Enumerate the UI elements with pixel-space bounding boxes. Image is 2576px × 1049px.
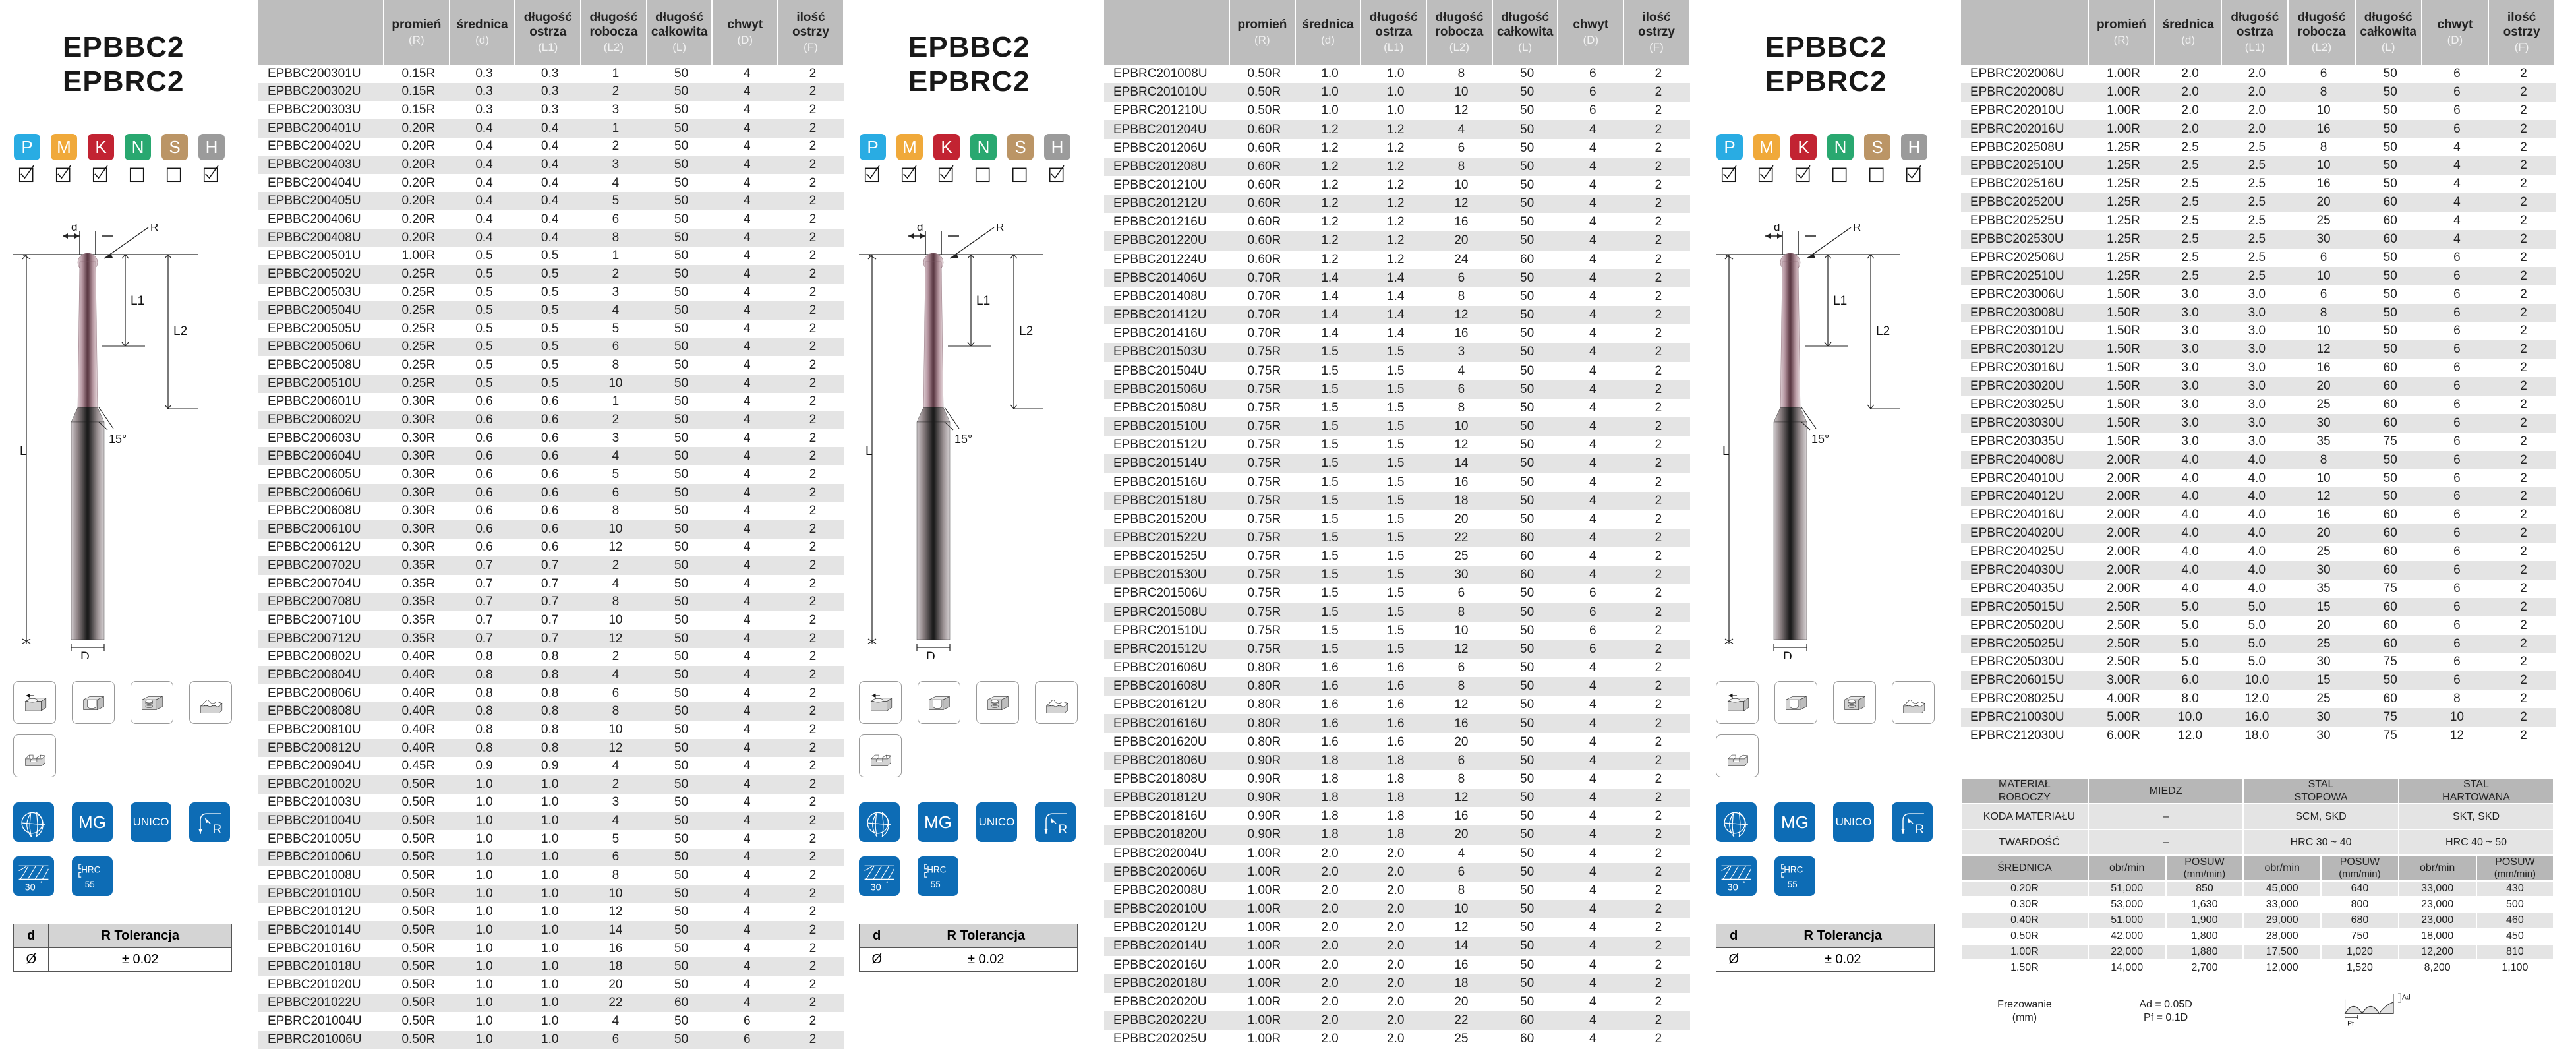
svg-text:HRC: HRC	[927, 864, 946, 874]
svg-text:Ad: Ad	[2402, 994, 2411, 1002]
svg-text:L: L	[865, 444, 873, 458]
svg-text:30: 30	[871, 882, 881, 893]
svg-text:d: d	[917, 224, 923, 233]
svg-text:°: °	[40, 880, 42, 886]
svg-text:55: 55	[85, 880, 95, 889]
svg-text:D: D	[926, 650, 935, 659]
svg-text:R: R	[1915, 823, 1924, 837]
svg-text:R: R	[996, 224, 1004, 233]
svg-text:L2: L2	[173, 324, 187, 338]
svg-text:55: 55	[931, 880, 941, 889]
svg-text:d: d	[1774, 224, 1780, 233]
svg-text:R: R	[150, 224, 158, 233]
svg-text:L2: L2	[1019, 324, 1033, 338]
svg-text:HRC: HRC	[1784, 864, 1803, 874]
svg-text:15°: 15°	[1811, 433, 1829, 446]
svg-text:HRC: HRC	[81, 864, 100, 874]
svg-text:d: d	[71, 224, 77, 233]
svg-text:30: 30	[1728, 882, 1738, 893]
svg-text:R: R	[1853, 224, 1861, 233]
svg-text:R: R	[1058, 823, 1067, 837]
svg-text:55: 55	[1788, 880, 1798, 889]
svg-text:°: °	[1743, 880, 1745, 886]
svg-text:°: °	[886, 880, 888, 886]
svg-text:L1: L1	[131, 294, 144, 308]
svg-text:15°: 15°	[109, 433, 127, 446]
svg-text:L1: L1	[976, 294, 990, 308]
svg-text:L: L	[1722, 444, 1730, 458]
svg-text:D: D	[80, 650, 90, 659]
svg-text:Pf: Pf	[2347, 1020, 2354, 1027]
svg-text:15°: 15°	[954, 433, 972, 446]
svg-text:L: L	[20, 444, 27, 458]
svg-text:L1: L1	[1833, 294, 1847, 308]
svg-text:R: R	[212, 823, 221, 837]
svg-text:30: 30	[25, 882, 36, 893]
svg-text:L2: L2	[1876, 324, 1890, 338]
svg-text:D: D	[1783, 650, 1792, 659]
